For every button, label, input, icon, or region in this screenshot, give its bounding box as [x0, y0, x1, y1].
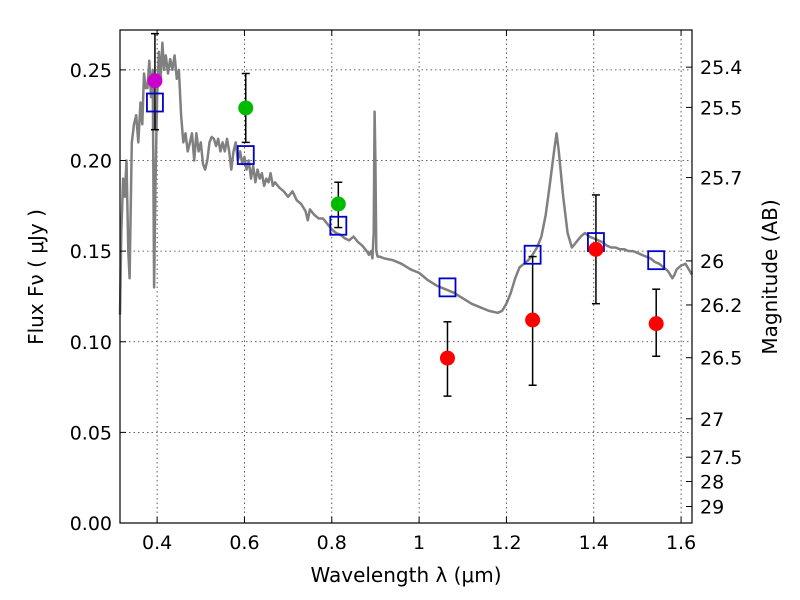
x-tick-label: 1.2 [491, 532, 521, 554]
y-tick-label: 0.25 [70, 60, 112, 82]
model-square-marker [438, 277, 457, 298]
spectrum-line [118, 41, 694, 315]
y2-tick-label: 26.5 [700, 348, 742, 370]
y2-tick-label: 28 [700, 471, 724, 493]
y-tick-label: 0.20 [70, 151, 112, 173]
y-tick-label: 0.15 [70, 241, 112, 263]
y-axis-title: Flux Fν ( μJy ) [24, 209, 48, 345]
y2-tick-label: 25.7 [700, 168, 742, 190]
x-tick-label: 1 [413, 532, 425, 554]
y-tick-label: 0.05 [70, 422, 112, 444]
grid [120, 30, 692, 523]
y-axis-ticks: 0.00 0.05 0.10 0.15 0.20 0.25 [70, 60, 126, 535]
plot-frame [119, 29, 693, 524]
model-square-marker [329, 215, 348, 236]
x-tick-label: 0.6 [229, 532, 259, 554]
x-tick-label: 0.4 [142, 532, 172, 554]
y2-tick-label: 25.5 [700, 97, 742, 119]
observed-photometry [147, 73, 664, 366]
y2-tick-label: 26 [700, 251, 724, 273]
y-tick-label: 0.10 [70, 332, 112, 354]
x-tick-label: 1.4 [579, 532, 609, 554]
y2-tick-label: 26.2 [700, 295, 742, 317]
y2-tick-label: 27 [700, 409, 724, 431]
observed-point [238, 100, 254, 116]
y2-tick-label: 25.4 [700, 57, 742, 79]
y-tick-label: 0.00 [70, 513, 112, 535]
y2-axis-title: Magnitude (AB) [758, 199, 782, 354]
y2-tick-label: 27.5 [700, 447, 742, 469]
x-axis-title: Wavelength λ (μm) [310, 563, 501, 587]
observed-point [147, 73, 163, 89]
observed-point [439, 350, 455, 366]
x-tick-label: 1.6 [666, 532, 696, 554]
model-square-marker [647, 250, 666, 271]
observed-point [588, 241, 604, 257]
model-square-marker [523, 244, 542, 265]
model-square-marker [146, 92, 164, 113]
y2-tick-label: 29 [700, 497, 724, 519]
y2-axis-ticks: 25.4 25.5 25.7 26 26.2 26.5 27 27.528 29 [686, 57, 742, 519]
observed-point [525, 312, 541, 328]
model-square-marker [236, 145, 255, 165]
observed-point [648, 316, 664, 332]
model-spectrum [118, 41, 694, 315]
model-photometry [146, 92, 666, 298]
observed-point [330, 196, 346, 212]
x-axis-ticks: 0.4 0.6 0.8 1 1.2 1.4 1.6 [142, 30, 696, 554]
x-tick-label: 0.8 [317, 532, 347, 554]
